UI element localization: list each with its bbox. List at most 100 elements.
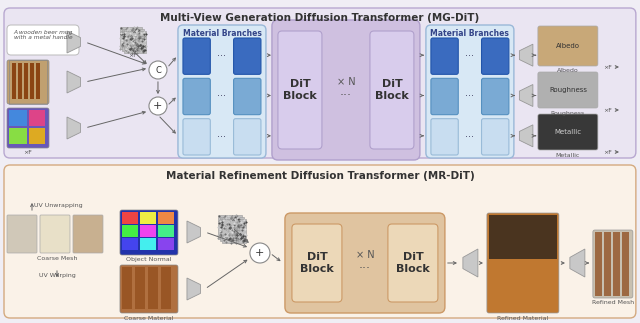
FancyBboxPatch shape: [481, 119, 509, 155]
Text: +: +: [255, 248, 264, 258]
Text: Material Branches: Material Branches: [431, 28, 509, 37]
Text: Coarse Mesh: Coarse Mesh: [37, 255, 77, 261]
FancyBboxPatch shape: [234, 119, 261, 155]
Text: Albedo: Albedo: [557, 68, 579, 72]
Bar: [140, 212, 156, 224]
Polygon shape: [67, 31, 81, 53]
FancyBboxPatch shape: [183, 119, 211, 155]
Bar: [489, 215, 557, 259]
Text: Coarse Material: Coarse Material: [124, 316, 173, 320]
Polygon shape: [520, 125, 533, 147]
Bar: [148, 267, 158, 309]
Text: ×F: ×F: [604, 65, 612, 69]
FancyBboxPatch shape: [120, 265, 178, 313]
Text: DiT
Block: DiT Block: [396, 252, 430, 274]
FancyBboxPatch shape: [234, 78, 261, 115]
Bar: [140, 238, 156, 250]
Text: Roughness: Roughness: [549, 87, 587, 93]
Text: ×F: ×F: [129, 53, 138, 57]
FancyBboxPatch shape: [538, 114, 598, 150]
Text: ···: ···: [465, 132, 474, 142]
FancyBboxPatch shape: [278, 31, 322, 149]
Text: Refined Material: Refined Material: [497, 316, 548, 320]
Text: × N: × N: [356, 250, 374, 260]
Text: DiT
Block: DiT Block: [375, 79, 409, 101]
Text: ×F: ×F: [604, 108, 612, 112]
Polygon shape: [67, 71, 81, 93]
Text: × N: × N: [337, 77, 355, 87]
Text: Multi-View Generation Diffusion Transformer (MG-DiT): Multi-View Generation Diffusion Transfor…: [160, 13, 479, 23]
Text: ×F: ×F: [604, 150, 612, 154]
Text: ···: ···: [218, 51, 227, 61]
Circle shape: [149, 97, 167, 115]
FancyBboxPatch shape: [426, 25, 514, 158]
Bar: [158, 212, 174, 224]
Text: DiT
Block: DiT Block: [283, 79, 317, 101]
FancyBboxPatch shape: [7, 215, 37, 253]
Bar: [135, 267, 145, 309]
Text: ···: ···: [340, 89, 352, 102]
FancyBboxPatch shape: [4, 8, 636, 158]
Polygon shape: [570, 249, 585, 277]
Bar: [218, 215, 242, 239]
Bar: [140, 225, 156, 237]
Text: Material Refinement Diffusion Transformer (MR-DiT): Material Refinement Diffusion Transforme…: [166, 171, 474, 181]
FancyBboxPatch shape: [73, 215, 103, 253]
FancyBboxPatch shape: [370, 31, 414, 149]
FancyBboxPatch shape: [272, 20, 420, 160]
Bar: [29, 128, 45, 144]
Text: UV Unwrapping: UV Unwrapping: [34, 203, 83, 207]
Polygon shape: [463, 249, 478, 277]
FancyBboxPatch shape: [481, 38, 509, 74]
Bar: [29, 110, 45, 126]
Circle shape: [149, 61, 167, 79]
Text: UV Warping: UV Warping: [38, 273, 76, 277]
Bar: [622, 232, 629, 296]
FancyBboxPatch shape: [178, 25, 266, 158]
Bar: [222, 219, 246, 243]
FancyBboxPatch shape: [7, 25, 79, 55]
Bar: [120, 27, 142, 49]
Polygon shape: [520, 44, 533, 66]
FancyBboxPatch shape: [285, 213, 445, 313]
FancyBboxPatch shape: [4, 165, 636, 318]
FancyBboxPatch shape: [120, 210, 178, 255]
Circle shape: [250, 243, 270, 263]
FancyBboxPatch shape: [388, 224, 438, 302]
FancyBboxPatch shape: [7, 108, 49, 148]
Bar: [122, 225, 138, 237]
Bar: [122, 212, 138, 224]
Text: +: +: [153, 101, 163, 111]
FancyBboxPatch shape: [183, 78, 211, 115]
Text: Metallic: Metallic: [556, 152, 580, 158]
Text: ···: ···: [218, 91, 227, 101]
Text: ···: ···: [465, 51, 474, 61]
Polygon shape: [187, 278, 200, 300]
FancyBboxPatch shape: [487, 213, 559, 313]
Bar: [220, 217, 244, 241]
FancyBboxPatch shape: [593, 230, 633, 298]
Bar: [604, 232, 611, 296]
Bar: [161, 267, 171, 309]
Bar: [613, 232, 620, 296]
Polygon shape: [187, 221, 200, 243]
Bar: [595, 232, 602, 296]
FancyBboxPatch shape: [7, 60, 49, 104]
Text: ···: ···: [218, 132, 227, 142]
Bar: [9, 128, 27, 144]
Bar: [30, 63, 34, 99]
Bar: [122, 29, 144, 51]
FancyBboxPatch shape: [431, 38, 458, 74]
Bar: [124, 31, 146, 53]
Text: ···: ···: [359, 263, 371, 276]
Text: A wooden beer mug
with a metal handle: A wooden beer mug with a metal handle: [13, 30, 73, 40]
Text: ···: ···: [465, 91, 474, 101]
Bar: [158, 238, 174, 250]
Text: Refined Mesh: Refined Mesh: [592, 300, 634, 306]
FancyBboxPatch shape: [40, 215, 70, 253]
Bar: [12, 63, 16, 99]
Text: ×F: ×F: [24, 150, 33, 154]
Text: Object Normal: Object Normal: [126, 257, 172, 263]
Text: Albedo: Albedo: [556, 43, 580, 49]
Bar: [158, 225, 174, 237]
